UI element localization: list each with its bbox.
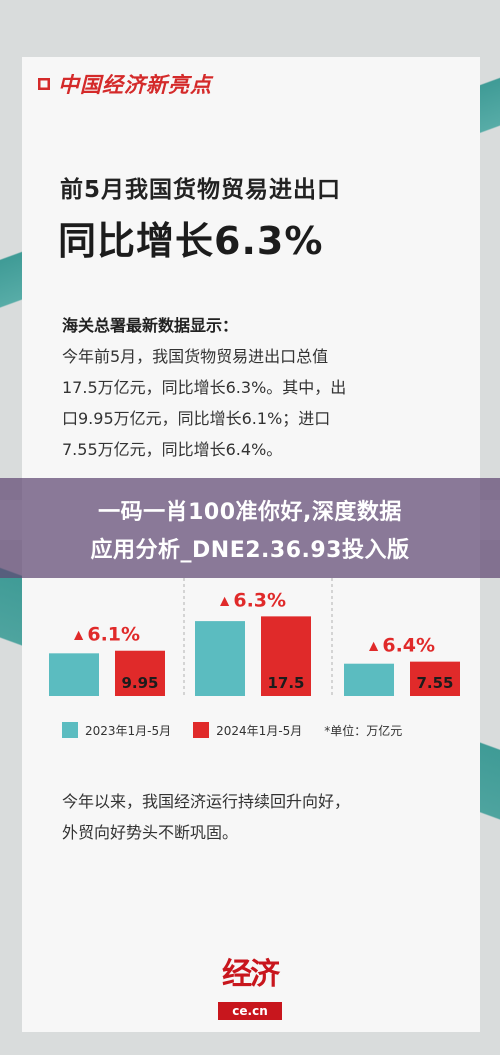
growth-up-icon: ▲ bbox=[220, 593, 233, 607]
growth-label: ▲ 6.3% bbox=[220, 589, 286, 611]
bar-2024 bbox=[410, 661, 460, 696]
growth-up-icon: ▲ bbox=[74, 628, 87, 642]
bar-2023 bbox=[49, 653, 99, 696]
paragraph-1: 海关总署最新数据显示： 今年前5月，我国货物贸易进出口总值 17.5万亿元，同比… bbox=[62, 310, 452, 465]
data-label: 9.95 bbox=[121, 674, 158, 692]
growth-label: ▲ 6.4% bbox=[369, 635, 435, 657]
footer-logo: 经济 ce.cn bbox=[216, 950, 284, 1024]
growth-value: 6.4% bbox=[382, 635, 435, 657]
legend-swatch-2024 bbox=[193, 722, 210, 738]
legend-label-2023: 2023年1月-5月 bbox=[85, 723, 172, 738]
paragraph-1-title: 海关总署最新数据显示： bbox=[62, 316, 239, 335]
brand-mark-icon bbox=[38, 78, 50, 90]
overlay-line-2: 应用分析_DNE2.36.93投入版 bbox=[90, 538, 410, 563]
legend-item-2023: 2023年1月-5月 bbox=[62, 722, 171, 739]
growth-label: ▲ 6.1% bbox=[74, 624, 140, 646]
brand-name: 中国经济新亮点 bbox=[58, 72, 212, 97]
bar-chart: 9.95 ▲ 6.1% 17.5 ▲ 6.3% 7.55 ▲ 6.4% bbox=[49, 578, 460, 696]
growth-value: 6.1% bbox=[87, 624, 140, 646]
headline-line-2: 同比增长6.3% bbox=[58, 219, 324, 263]
data-label: 17.5 bbox=[267, 674, 304, 692]
bar-2023 bbox=[195, 621, 245, 696]
paragraph-1-line: 17.5万亿元，同比增长6.3%。其中，出 bbox=[62, 378, 347, 397]
paragraph-2: 今年以来，我国经济运行持续回升向好， 外贸向好势头不断巩固。 bbox=[62, 786, 452, 848]
unit-note: *单位：万亿元 bbox=[324, 722, 402, 739]
bar-2024 bbox=[115, 650, 165, 696]
footer-logo-mark: 经济 bbox=[222, 957, 280, 992]
growth-value: 6.3% bbox=[233, 589, 286, 611]
footer-domain: ce.cn bbox=[218, 1002, 282, 1020]
bar-2023 bbox=[344, 663, 394, 696]
data-label: 7.55 bbox=[416, 674, 453, 692]
overlay-banner: 一码一肖100准你好,深度数据 应用分析_DNE2.36.93投入版 bbox=[0, 478, 500, 578]
paragraph-1-line: 今年前5月，我国货物贸易进出口总值 bbox=[62, 347, 329, 366]
brand-header: 中国经济新亮点 bbox=[38, 72, 212, 97]
paragraph-2-line: 今年以来，我国经济运行持续回升向好， bbox=[62, 792, 351, 811]
paragraph-2-line: 外贸向好势头不断巩固。 bbox=[62, 823, 239, 842]
legend-item-2024: 2024年1月-5月 bbox=[193, 722, 302, 739]
paragraph-1-line: 口9.95万亿元，同比增长6.1%；进口 bbox=[62, 409, 331, 428]
unit-label: *单位：万亿元 bbox=[324, 723, 403, 738]
growth-up-icon: ▲ bbox=[369, 639, 382, 653]
chart-legend: 2023年1月-5月 2024年1月-5月 *单位：万亿元 bbox=[62, 720, 402, 740]
paragraph-1-line: 7.55万亿元，同比增长6.4%。 bbox=[62, 440, 283, 459]
headline-line-1: 前5月我国货物贸易进出口 bbox=[60, 177, 342, 203]
legend-swatch-2023 bbox=[62, 722, 78, 738]
bar-2024 bbox=[261, 616, 311, 696]
legend-label-2024: 2024年1月-5月 bbox=[216, 723, 303, 738]
overlay-line-1: 一码一肖100准你好,深度数据 bbox=[98, 500, 402, 525]
